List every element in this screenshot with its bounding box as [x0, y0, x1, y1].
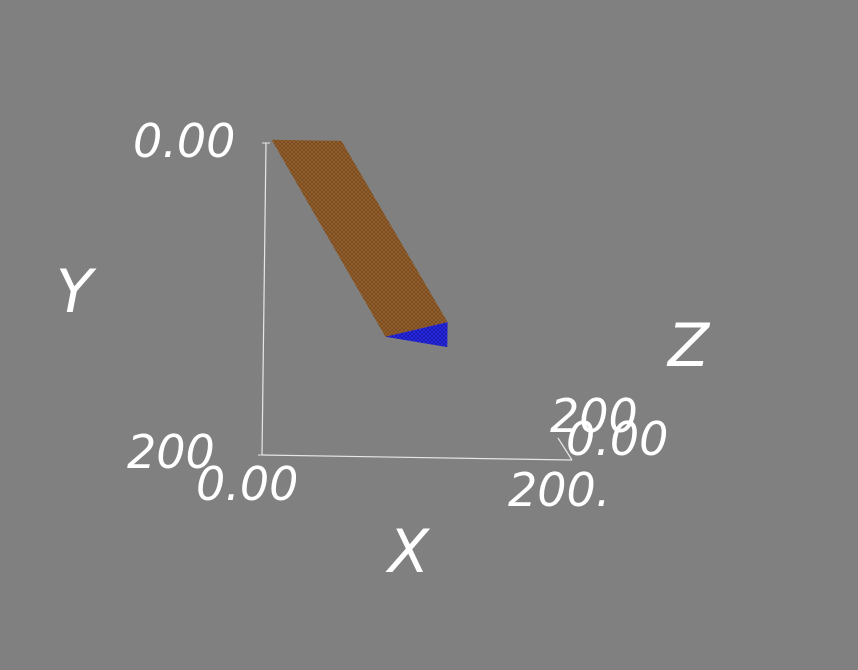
y-tick-label-bottom: 200	[127, 425, 215, 479]
axes	[258, 142, 573, 461]
axis-labels: 0.00 200 0.00 200. 200 0.00 Y X Z	[56, 114, 711, 587]
y-axis-title: Y	[56, 257, 97, 327]
x-tick-label-end: 200.	[508, 463, 610, 517]
z-axis-line	[557, 437, 573, 461]
y-tick-label-top: 0.00	[133, 114, 235, 168]
x-axis-line	[261, 454, 573, 461]
y-axis-line	[261, 142, 267, 456]
z-tick-label-end: 200	[550, 389, 638, 443]
surface-1	[385, 322, 448, 348]
z-tick-label-start: 0.00	[566, 412, 668, 466]
surfaces	[271, 139, 448, 348]
surface-0	[271, 139, 448, 337]
z-axis-title: Z	[666, 311, 711, 381]
x-axis-title: X	[385, 517, 431, 587]
x-tick-label-start: 0.00	[196, 457, 298, 511]
